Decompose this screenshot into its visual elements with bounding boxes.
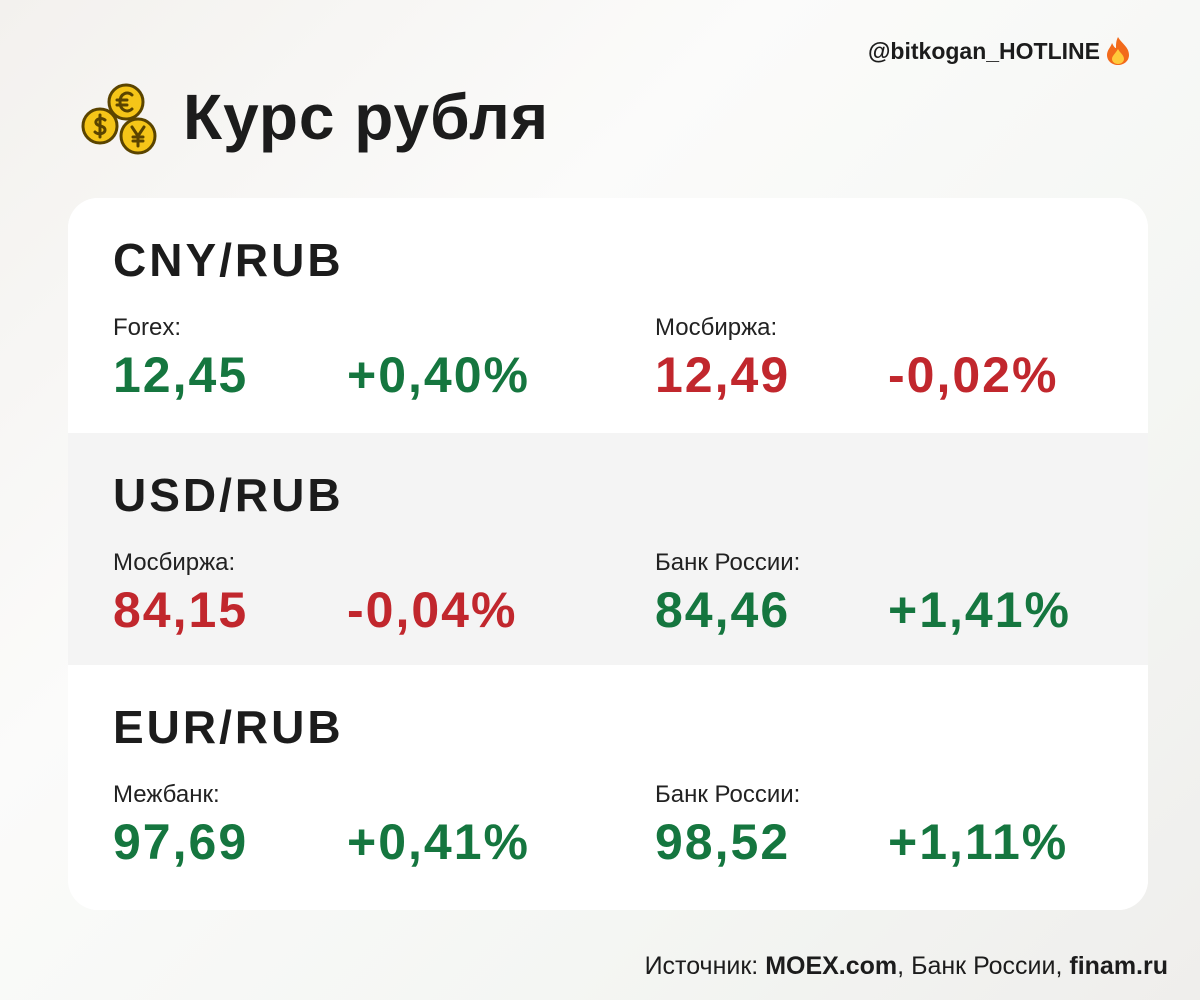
source-note: Источник: MOEX.com, Банк России, finam.r… [645,952,1168,981]
page-title: Курс рубля [183,81,550,153]
coins-icon [81,83,157,155]
rates-card: CNY/RUB Forex: 12,45 +0,40% Мосбиржа: 12,49 -0… [68,198,1148,910]
quote-source: Мосбиржа: [113,549,236,576]
quote-value: 84,46 [655,582,791,638]
fire-icon [1107,37,1129,65]
quote-change: -0,04% [347,582,518,638]
currency-pair: USD/RUB [113,469,344,521]
currency-row: CNY/RUB Forex: 12,45 +0,40% Мосбиржа: 12,49 -0… [68,198,1148,433]
currency-pair: CNY/RUB [113,234,344,286]
quote-change: -0,02% [888,347,1059,403]
currency-row: USD/RUB Мосбиржа: 84,15 -0,04% Банк России: 8… [68,433,1148,665]
quote-value: 97,69 [113,814,249,870]
quote-value: 12,45 [113,347,249,403]
channel-handle: @bitkogan_HOTLINE [868,38,1100,64]
quote-change: +1,41% [888,582,1071,638]
quote-value: 12,49 [655,347,791,403]
currency-row: EUR/RUB Межбанк: 97,69 +0,41% Банк России: 98… [68,665,1148,910]
quote-source: Банк России: [655,781,801,808]
currency-pair: EUR/RUB [113,701,344,753]
quote-source: Forex: [113,314,182,341]
quote-source: Межбанк: [113,781,220,808]
quote-change: +0,41% [347,814,530,870]
source-part: MOEX.com [765,952,898,980]
quote-source: Мосбиржа: [655,314,778,341]
quote-value: 84,15 [113,582,249,638]
quote-source: Банк России: [655,549,801,576]
source-part: finam.ru [1069,952,1168,980]
source-part: Источник: [644,952,766,980]
quote-value: 98,52 [655,814,791,870]
quote-change: +1,11% [888,814,1069,870]
quote-change: +0,40% [347,347,530,403]
source-part: , Банк России, [897,952,1070,980]
